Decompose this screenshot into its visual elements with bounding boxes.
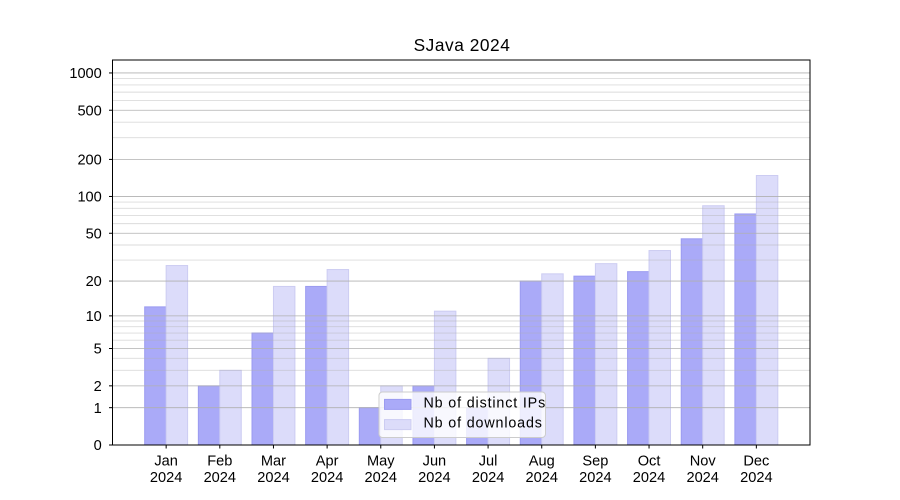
svg-text:2024: 2024: [525, 470, 557, 486]
svg-text:2024: 2024: [204, 470, 236, 486]
svg-text:SJava 2024: SJava 2024: [414, 35, 511, 55]
svg-text:Nb of distinct IPs: Nb of distinct IPs: [424, 396, 547, 412]
svg-text:Aug: Aug: [529, 454, 555, 470]
svg-text:Feb: Feb: [207, 454, 232, 470]
svg-text:Jul: Jul: [479, 454, 498, 470]
svg-text:2024: 2024: [472, 470, 504, 486]
svg-text:2024: 2024: [686, 470, 718, 486]
svg-text:Oct: Oct: [638, 454, 661, 470]
svg-text:200: 200: [77, 153, 101, 169]
svg-text:Dec: Dec: [743, 454, 769, 470]
svg-text:50: 50: [86, 226, 102, 242]
svg-text:Jun: Jun: [423, 454, 447, 470]
svg-text:0: 0: [94, 438, 102, 454]
svg-text:20: 20: [86, 274, 102, 290]
svg-text:2: 2: [94, 379, 102, 395]
svg-text:2024: 2024: [579, 470, 611, 486]
svg-text:10: 10: [86, 309, 102, 325]
svg-text:100: 100: [77, 190, 101, 206]
svg-text:Mar: Mar: [261, 454, 286, 470]
svg-text:2024: 2024: [418, 470, 450, 486]
svg-text:2024: 2024: [365, 470, 397, 486]
svg-text:500: 500: [77, 103, 101, 119]
svg-text:Nb of downloads: Nb of downloads: [424, 416, 543, 432]
svg-text:2024: 2024: [150, 470, 182, 486]
svg-text:May: May: [367, 454, 395, 470]
svg-text:2024: 2024: [257, 470, 289, 486]
svg-text:2024: 2024: [740, 470, 772, 486]
svg-text:2024: 2024: [311, 470, 343, 486]
svg-text:2024: 2024: [633, 470, 665, 486]
svg-text:1000: 1000: [69, 66, 101, 82]
svg-text:5: 5: [94, 342, 102, 358]
svg-text:Nov: Nov: [690, 454, 717, 470]
svg-text:Sep: Sep: [582, 454, 608, 470]
svg-text:Apr: Apr: [316, 454, 339, 470]
svg-text:1: 1: [94, 401, 102, 417]
svg-text:Jan: Jan: [154, 454, 178, 470]
